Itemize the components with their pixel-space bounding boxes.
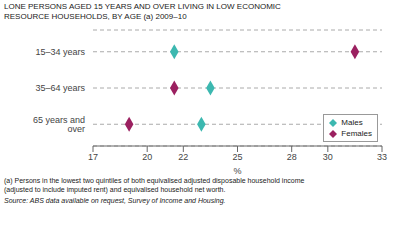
svg-text:35–64 years: 35–64 years [35, 83, 85, 93]
html-text:(adjusted to include imputed r: (adjusted to include imputed rent) and e… [4, 186, 226, 193]
svg-text:17: 17 [88, 152, 98, 162]
html-text:Males: Males [341, 118, 363, 127]
svg-text:28: 28 [287, 152, 297, 162]
html-text:Source: ABS data available on: Source: ABS data available on request, S… [4, 197, 226, 204]
html-text:Females: Females [341, 129, 372, 138]
html-text:LONE PERSONS AGED 15 YEARS AND: LONE PERSONS AGED 15 YEARS AND OVER LIVI… [4, 2, 281, 11]
svg-text:15–34 years: 15–34 years [35, 47, 85, 57]
svg-text:22: 22 [178, 152, 188, 162]
svg-text:33: 33 [377, 152, 387, 162]
html-text:RESOURCE HOUSEHOLDS, BY AGE (a: RESOURCE HOUSEHOLDS, BY AGE (a) 2009–10 [4, 12, 187, 21]
svg-text:30: 30 [323, 152, 333, 162]
svg-text:65 years andover: 65 years andover [33, 115, 85, 134]
svg-text:%: % [233, 166, 241, 174]
html-text:(a) Persons in the lowest two: (a) Persons in the lowest two quintiles … [4, 177, 305, 184]
svg-text:25: 25 [232, 152, 242, 162]
svg-text:20: 20 [142, 152, 152, 162]
